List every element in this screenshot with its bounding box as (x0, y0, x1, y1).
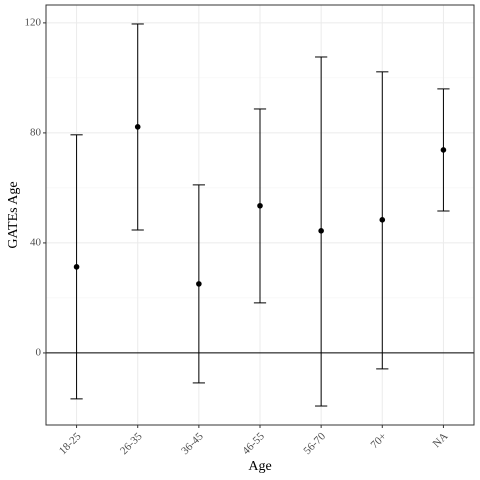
point (134, 124, 141, 130)
x-tick-label: 26-35 (118, 430, 145, 457)
point (440, 147, 447, 153)
y-tick-label: 120 (25, 16, 42, 28)
point (379, 217, 386, 223)
y-tick-label: 0 (36, 346, 42, 358)
point (318, 228, 324, 234)
x-tick-label: 56-70 (301, 430, 328, 457)
x-tick-label: NA (431, 430, 451, 450)
x-tick-label: 18-25 (57, 430, 84, 457)
y-tick-label: 40 (30, 236, 42, 248)
x-tick-label: 70+ (369, 430, 390, 451)
panel-border (45, 4, 475, 426)
point (257, 202, 263, 209)
y-tick-label: 80 (30, 126, 42, 138)
point (73, 264, 80, 270)
y-axis-label: GATEs Age (6, 181, 21, 248)
x-tick-label: 46-55 (240, 430, 267, 457)
point (196, 281, 202, 287)
x-axis-label: Age (248, 459, 271, 474)
x-tick-label: 36-45 (179, 430, 206, 457)
